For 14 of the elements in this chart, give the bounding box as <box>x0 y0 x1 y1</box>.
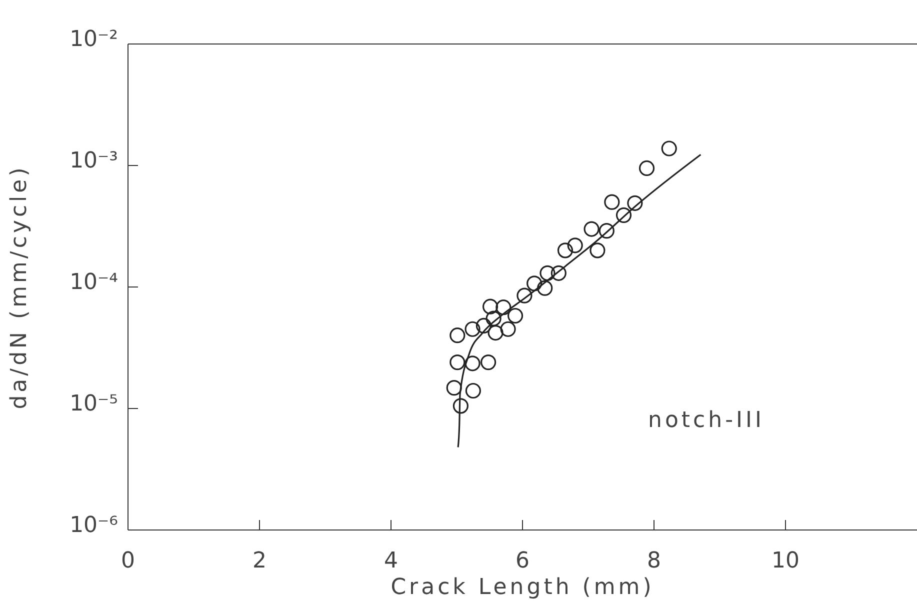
y-tick-label: 10⁻³ <box>70 148 118 174</box>
y-tick-label: 10⁻² <box>70 27 118 52</box>
y-tick-label: 10⁻⁵ <box>70 392 118 416</box>
x-tick-label: 4 <box>384 548 398 574</box>
y-tick-label: 10⁻⁴ <box>70 270 118 295</box>
x-tick-label: 8 <box>647 548 661 574</box>
x-tick-label: 0 <box>121 548 135 574</box>
x-tick-label: 10 <box>772 548 800 574</box>
x-tick-label: 2 <box>252 548 266 574</box>
x-tick-label: 6 <box>516 548 530 574</box>
x-axis-title: Crack Length (mm) <box>390 575 654 600</box>
y-tick-label: 10⁻⁶ <box>70 513 118 538</box>
y-axis-title: da/dN (mm/cycle) <box>6 164 32 410</box>
annotation: notch-III <box>648 408 764 433</box>
